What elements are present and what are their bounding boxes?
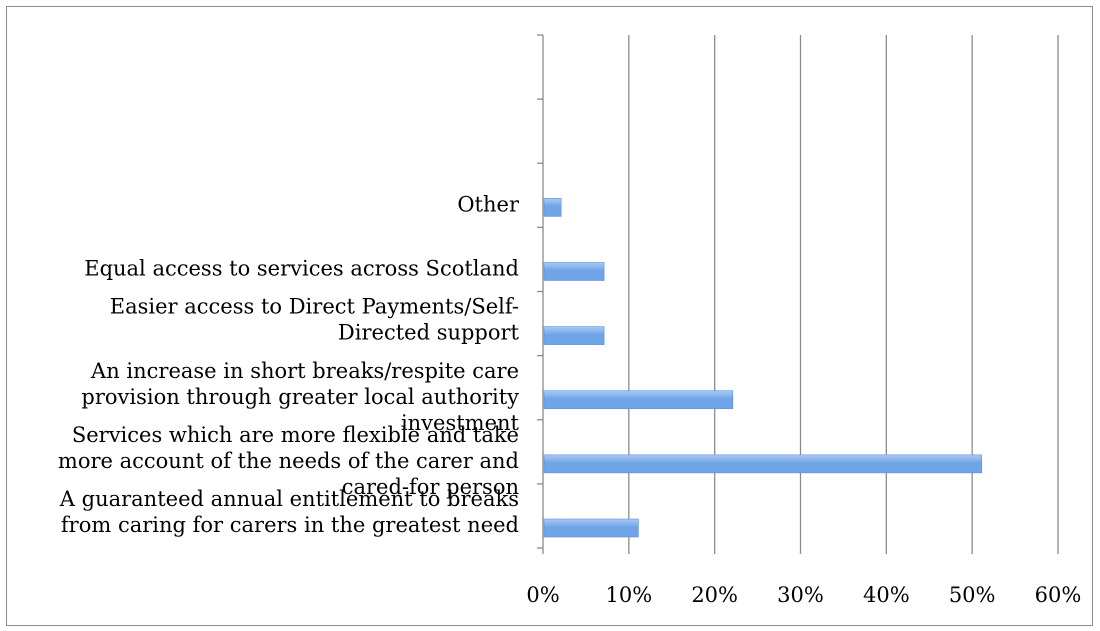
category-label: Directed support xyxy=(338,321,520,345)
x-tick-label: 30% xyxy=(777,583,824,607)
y-axis xyxy=(537,34,1059,554)
bars xyxy=(543,198,983,538)
category-label: from caring for carers in the greatest n… xyxy=(61,513,519,537)
x-tick-label: 0% xyxy=(526,583,559,607)
category-label: investment xyxy=(401,411,520,435)
category-label: A guaranteed annual entitlement to break… xyxy=(59,487,519,511)
category-label: cared-for person xyxy=(342,475,519,499)
bar xyxy=(543,262,605,281)
bar xyxy=(543,326,605,345)
bar xyxy=(543,518,639,538)
x-tick-label: 50% xyxy=(949,583,996,607)
category-label: Equal access to services across Scotland xyxy=(84,257,519,281)
bar xyxy=(543,390,734,410)
x-tick-label: 10% xyxy=(605,583,652,607)
category-label: Easier access to Direct Payments/Self- xyxy=(110,295,519,319)
category-label: Services which are more flexible and tak… xyxy=(72,423,519,447)
category-label: provision through greater local authorit… xyxy=(81,385,519,409)
x-tick-label: 60% xyxy=(1035,583,1082,607)
category-label: An increase in short breaks/respite care xyxy=(90,359,519,383)
category-label: more account of the needs of the carer a… xyxy=(58,449,519,473)
bar xyxy=(543,198,562,217)
category-labels: A guaranteed annual entitlement to break… xyxy=(58,192,520,537)
x-tick-labels: 0% 10% 20% 30% 40% 50% 60% xyxy=(526,583,1081,607)
x-tick-label: 20% xyxy=(691,583,738,607)
category-label: Other xyxy=(457,192,520,216)
x-tick-label: 40% xyxy=(863,583,910,607)
bar xyxy=(543,454,983,474)
